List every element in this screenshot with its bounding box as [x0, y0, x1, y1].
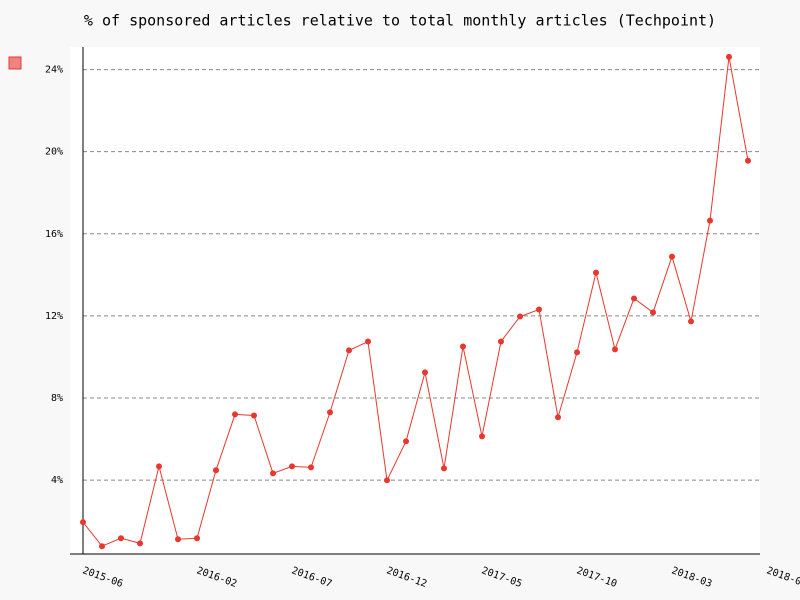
data-point [251, 412, 257, 419]
data-point [99, 543, 105, 550]
data-point [422, 369, 428, 376]
data-point [289, 463, 295, 470]
data-point [118, 535, 124, 542]
data-point [555, 414, 561, 421]
data-point [688, 318, 694, 325]
data-point [365, 338, 371, 345]
y-tick-label: 12% [45, 311, 63, 322]
data-point [536, 306, 542, 313]
data-point [479, 433, 485, 440]
y-tick-label: 20% [45, 147, 63, 158]
data-point [194, 535, 200, 542]
series-line [82, 56, 749, 547]
data-point [156, 463, 162, 470]
data-point [574, 349, 580, 356]
data-point [346, 347, 352, 354]
data-point [308, 464, 314, 471]
data-point [707, 217, 713, 224]
data-point [80, 519, 86, 526]
data-point [612, 346, 618, 353]
y-tick-label: 8% [51, 393, 63, 404]
data-point [137, 540, 143, 547]
data-point [650, 309, 656, 316]
chart-title: % of sponsored articles relative to tota… [84, 12, 716, 30]
data-point [498, 338, 504, 345]
data-point [213, 467, 219, 474]
data-point [441, 465, 447, 472]
data-point [403, 438, 409, 445]
data-point [745, 157, 751, 164]
y-tick-label: 16% [45, 229, 63, 240]
data-point [327, 409, 333, 416]
data-point [669, 253, 675, 260]
data-point [631, 295, 637, 302]
data-point [175, 536, 181, 543]
data-point [593, 269, 599, 276]
data-point [460, 343, 466, 350]
data-point [726, 53, 732, 60]
legend-marker [8, 56, 22, 70]
data-point [270, 470, 276, 477]
data-point [517, 313, 523, 320]
data-point [232, 411, 238, 418]
plot-area [70, 47, 760, 554]
data-point [384, 477, 390, 484]
y-tick-label: 4% [51, 475, 63, 486]
y-tick-label: 24% [45, 65, 63, 76]
